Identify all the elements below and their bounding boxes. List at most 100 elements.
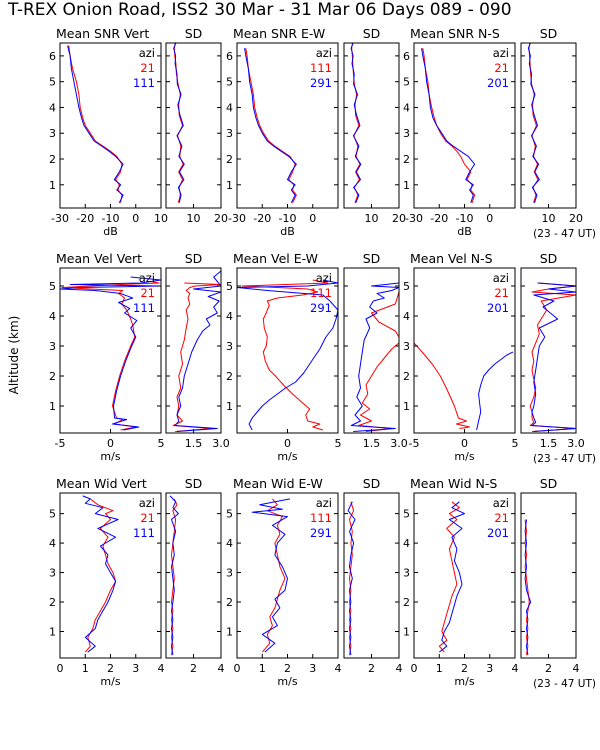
y-tick-label: 1 <box>226 625 233 638</box>
y-tick-label: 3 <box>403 567 410 580</box>
x-tick-label: 4 <box>158 662 165 675</box>
legend-entry-blue: 201 <box>487 76 509 90</box>
y-tick-label: 6 <box>403 50 410 63</box>
x-axis-label: m/s <box>100 675 120 688</box>
panel-title: Mean SNR E-W <box>233 26 325 41</box>
legend-entry-blue: 291 <box>310 526 332 540</box>
panel-traces <box>237 279 338 431</box>
panel-snr-1: SD 10 20 <box>165 26 228 225</box>
legend-entry-red: 21 <box>494 511 509 525</box>
x-tick-label: 5 <box>158 437 165 450</box>
panel-traces <box>67 45 124 204</box>
x-tick-label: -10 <box>102 212 120 225</box>
x-tick-label: 0 <box>132 212 139 225</box>
legend-entry-blue: 201 <box>487 301 509 315</box>
x-tick-label: 20 <box>569 212 583 225</box>
x-tick-label: 4 <box>573 662 580 675</box>
series-line-blue-201 <box>524 519 532 656</box>
y-tick-label: 6 <box>49 50 56 63</box>
series-line-blue-201 <box>438 501 465 653</box>
legend-header: azi <box>139 271 155 285</box>
x-tick-label: 20 <box>214 212 228 225</box>
y-tick-label: 1 <box>403 179 410 192</box>
x-tick-label: 2 <box>461 662 468 675</box>
y-tick-label: 3 <box>226 127 233 140</box>
legend-entry-red: 111 <box>310 286 332 300</box>
panel-vel-1: SD 1.5 3.0 <box>165 251 230 450</box>
y-tick-label: 4 <box>49 537 56 550</box>
x-axis-label: m/s <box>100 450 120 463</box>
y-tick-label: 3 <box>49 340 56 353</box>
legend-header: azi <box>139 46 155 60</box>
x-axis-label: dB <box>280 225 295 238</box>
y-tick-label: 3 <box>403 127 410 140</box>
x-tick-label: 5 <box>512 437 519 450</box>
series-line-red-21 <box>422 48 476 203</box>
legend-entry-red: 21 <box>140 286 155 300</box>
series-line-red-111 <box>245 48 297 204</box>
panel-title: Mean Vel N-S <box>410 251 493 266</box>
x-tick-label: 3 <box>132 662 139 675</box>
panel-traces <box>169 495 179 656</box>
legend-header: azi <box>316 46 332 60</box>
panel-snr-3: SD 10 20 <box>343 26 406 225</box>
y-tick-label: 6 <box>226 50 233 63</box>
x-tick-label: -20 <box>76 212 94 225</box>
y-tick-label: 2 <box>226 370 233 383</box>
panel-vel-5: SD 1.5 3.0 <box>520 251 585 450</box>
y-tick-label: 3 <box>49 567 56 580</box>
y-tick-label: 3 <box>226 340 233 353</box>
x-tick-label: 0 <box>309 212 316 225</box>
panel-title: SD <box>363 476 381 491</box>
series-line-blue-111 <box>173 43 185 203</box>
x-tick-label: 1 <box>259 662 266 675</box>
series-line-red-111 <box>351 43 361 203</box>
legend-entry-blue: 291 <box>310 76 332 90</box>
panel-vel-3: SD 1.5 3.0 <box>343 251 408 450</box>
y-tick-label: 3 <box>226 567 233 580</box>
series-line-red-111 <box>358 291 399 432</box>
legend-entry-red: 21 <box>494 286 509 300</box>
x-tick-label: 2 <box>368 662 375 675</box>
panel-title: Mean SNR Vert <box>56 26 149 41</box>
legend-entry-blue: 201 <box>487 526 509 540</box>
series-line-blue-111 <box>82 495 119 653</box>
y-tick-label: 4 <box>49 310 56 323</box>
legend-header: azi <box>316 271 332 285</box>
panel-traces <box>524 519 532 656</box>
x-tick-label: 2 <box>107 662 114 675</box>
panel-frame <box>520 492 577 659</box>
y-tick-label: 1 <box>49 400 56 413</box>
series-line-blue-111 <box>174 270 221 432</box>
y-tick-label: 4 <box>403 537 410 550</box>
y-tick-label: 2 <box>226 153 233 166</box>
y-tick-label: 4 <box>403 310 410 323</box>
y-tick-label: 1 <box>49 179 56 192</box>
y-tick-label: 4 <box>226 310 233 323</box>
x-tick-label: 20 <box>392 212 406 225</box>
legend-entry-blue: 111 <box>133 301 155 315</box>
x-tick-label: -10 <box>279 212 297 225</box>
y-tick-label: 5 <box>403 76 410 89</box>
x-tick-label: 0 <box>107 437 114 450</box>
y-tick-label: 4 <box>49 101 56 114</box>
panel-traces <box>244 48 297 204</box>
series-line-red-111 <box>261 498 286 653</box>
panel-traces <box>438 501 465 653</box>
legend-header: azi <box>493 271 509 285</box>
legend-header: azi <box>139 496 155 510</box>
panel-traces <box>350 43 362 203</box>
x-tick-label: 0 <box>461 437 468 450</box>
x-tick-label: 4 <box>218 662 225 675</box>
x-tick-label: 1 <box>436 662 443 675</box>
panel-wid-5: SD 2 4 <box>520 476 580 675</box>
panel-title: SD <box>185 251 203 266</box>
y-tick-label: 5 <box>49 280 56 293</box>
series-line-blue-201 <box>531 282 576 432</box>
panel-wid-1: SD 2 4 <box>165 476 225 675</box>
